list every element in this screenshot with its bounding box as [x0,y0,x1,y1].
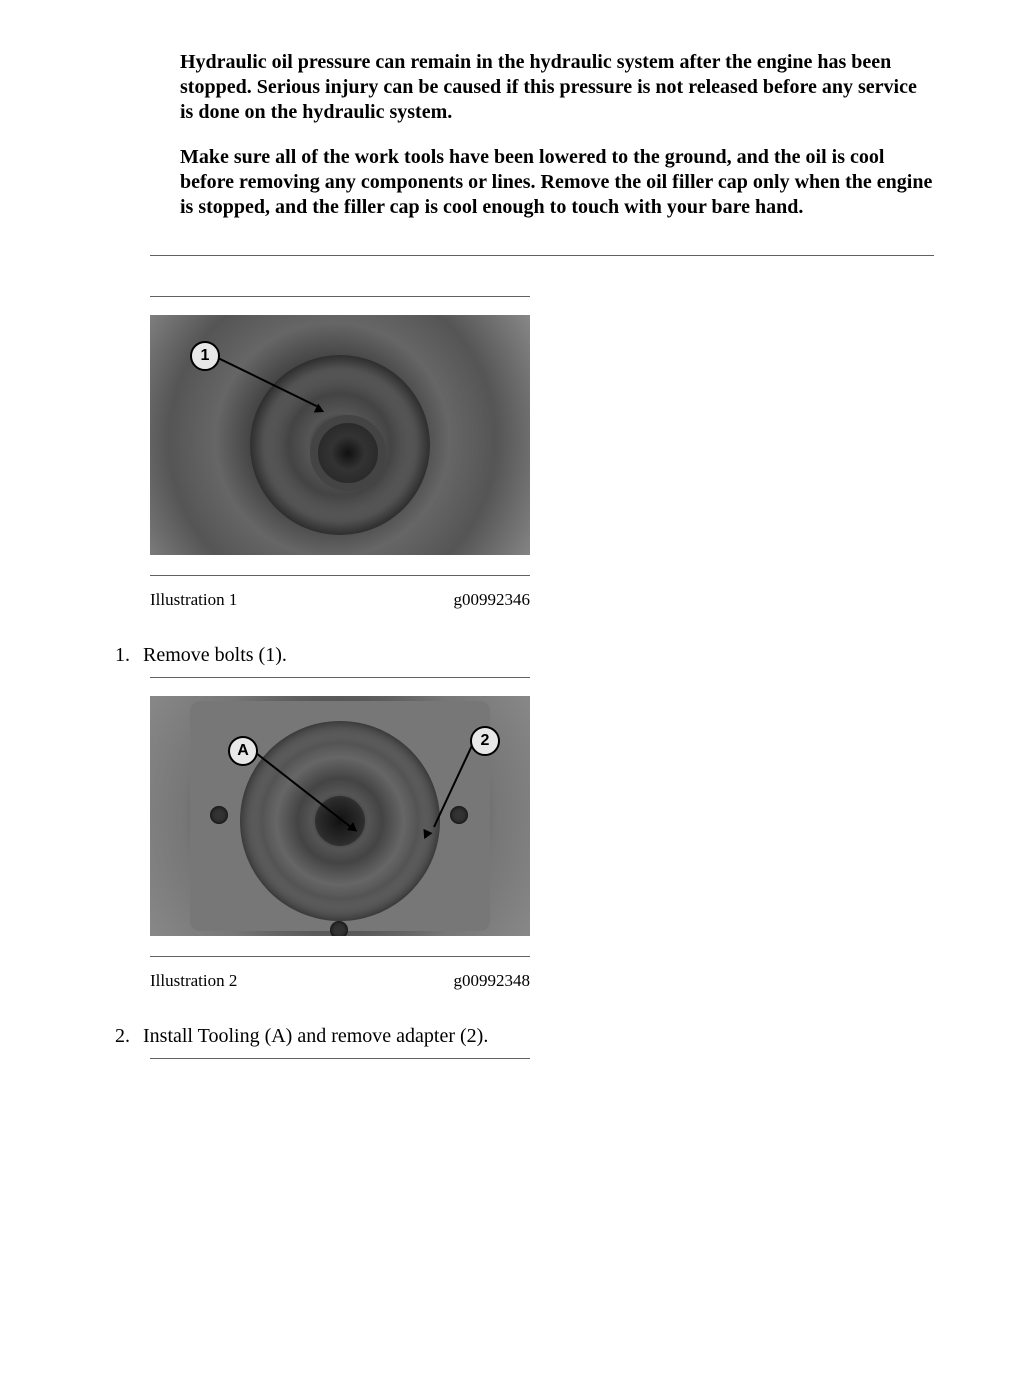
figure-2-caption: Illustration 2 g00992348 [150,971,530,995]
figure-2-block: A 2 Illustration 2 g00992348 [150,677,530,995]
step-1: Remove bolts (1). [135,644,934,667]
illustration-1-image: 1 [150,315,530,555]
callout-2: 2 [470,726,500,756]
illustration-2-image: A 2 [150,696,530,936]
step-list: Remove bolts (1). [90,644,934,667]
divider [150,255,934,256]
warning-paragraph-1: Hydraulic oil pressure can remain in the… [180,50,934,125]
callout-1-label: 1 [190,341,220,371]
callout-A: A [228,736,258,766]
warning-paragraph-2: Make sure all of the work tools have bee… [180,145,934,220]
warning-block: Hydraulic oil pressure can remain in the… [180,50,934,220]
figure-1-block: 1 Illustration 1 g00992346 [150,296,530,614]
step-2: Install Tooling (A) and remove adapter (… [135,1025,934,1048]
figure-2-code: g00992348 [454,971,531,991]
callout-2-label: 2 [470,726,500,756]
document-page: Hydraulic oil pressure can remain in the… [0,0,1024,1380]
figure-1-code: g00992346 [454,590,531,610]
step-list: Install Tooling (A) and remove adapter (… [90,1025,934,1048]
figure-top-rule [150,677,530,678]
callout-A-label: A [228,736,258,766]
figure-top-rule [150,296,530,297]
figure-caption-top-rule [150,956,530,957]
figure-caption-top-rule [150,575,530,576]
figure-2-label: Illustration 2 [150,971,237,991]
figure-1-caption: Illustration 1 g00992346 [150,590,530,614]
callout-1: 1 [190,341,220,371]
figure-top-rule [150,1058,530,1059]
figure-1-label: Illustration 1 [150,590,237,610]
figure-3-block-start [150,1058,530,1059]
